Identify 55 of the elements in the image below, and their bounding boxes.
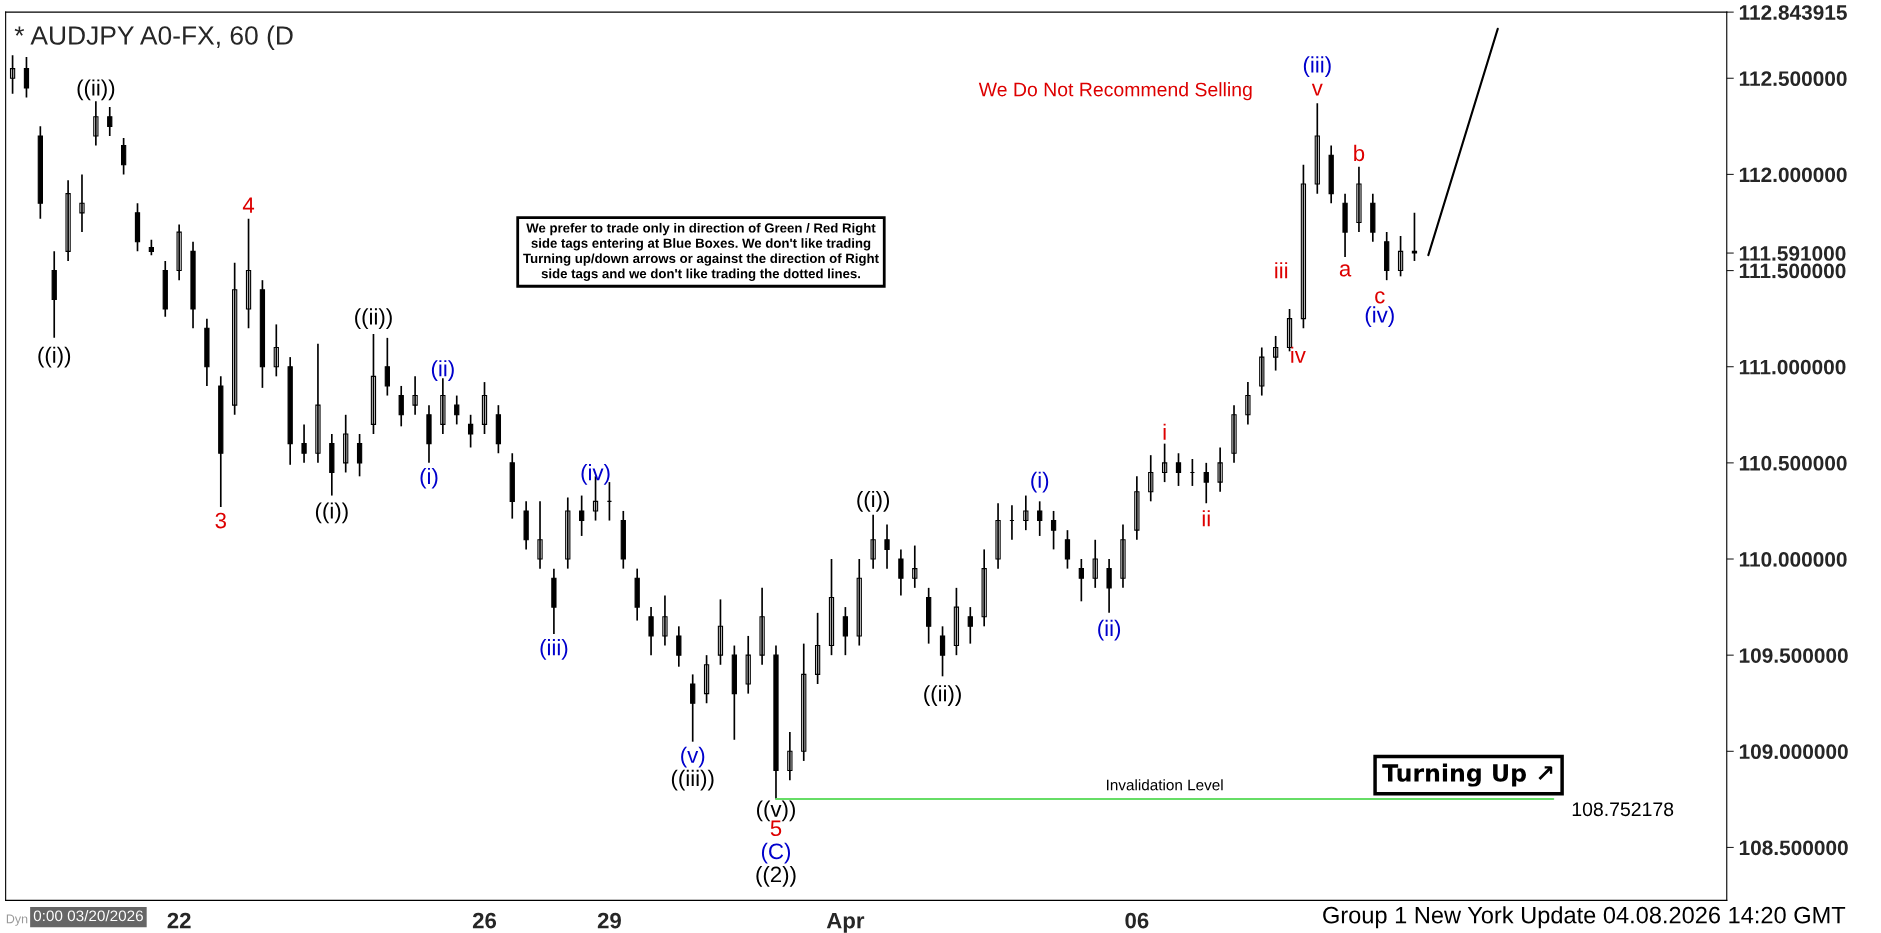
y-tick-label: 111.000000 xyxy=(1739,359,1846,375)
annotation: (i) xyxy=(420,467,438,489)
annotation: Turning Up ↗ xyxy=(1382,763,1553,787)
annotation: ((i)) xyxy=(315,502,348,524)
annotation: (iii) xyxy=(540,639,568,660)
x-tick-label: 06 xyxy=(1125,912,1149,929)
annotation: ((ii)) xyxy=(924,685,961,706)
annotation: ((ii)) xyxy=(355,308,392,329)
y-tick-label: 112.500000 xyxy=(1739,71,1847,87)
annotation: (ii) xyxy=(1098,619,1121,641)
annotation: We prefer to trade only in direction of Green / Red Right side tags entering at Blue Boxes. We don't like trading Turning up/down arrows or against the direction of Right side tags and we don't like trading the dotted lines. xyxy=(523,222,879,281)
annotation: 108.752178 xyxy=(1572,802,1674,817)
y-tick-label: 108.500000 xyxy=(1739,840,1848,856)
y-tick-label: 110.500000 xyxy=(1739,455,1847,471)
annotation: (iv) xyxy=(581,464,610,485)
annotation: (ii) xyxy=(431,360,454,381)
annotation: (i) xyxy=(1031,471,1049,493)
annotation: 4 xyxy=(242,197,255,213)
annotation: c xyxy=(1375,291,1385,304)
annotation: We Do Not Recommend Selling xyxy=(978,82,1252,101)
series-label: Invalidation Level xyxy=(1107,779,1223,791)
annotation: 3 xyxy=(215,512,226,529)
annotation: (iv) xyxy=(1365,306,1394,328)
annotation: ((2)) xyxy=(756,865,796,887)
chart-title: * AUDJPY A0-FX, 60 (D xyxy=(14,25,293,51)
annotation: iv xyxy=(1291,346,1306,363)
y-tick-label: 112.843915 xyxy=(1739,5,1847,20)
annotation: a xyxy=(1339,264,1352,277)
x-tick-label: 29 xyxy=(597,912,621,929)
annotation: ((v)) xyxy=(757,800,795,822)
annotation: 5 xyxy=(770,820,782,837)
annotation: ((i)) xyxy=(38,346,71,368)
annotation: iii xyxy=(1275,262,1288,279)
text: Dyn xyxy=(6,914,28,926)
x-tick-label: 26 xyxy=(472,912,497,929)
annotation: (iii) xyxy=(1303,56,1331,78)
text: 0:00 03/20/2026 xyxy=(33,910,143,922)
y-tick-label: 111.591000 xyxy=(1739,246,1846,261)
annotation: (v) xyxy=(681,746,705,768)
y-tick-label: 109.000000 xyxy=(1739,744,1848,760)
y-tick-label: 111.500000 xyxy=(1739,263,1846,279)
y-tick-label: 110.000000 xyxy=(1739,552,1847,567)
annotation: (C) xyxy=(761,842,791,864)
text: Group 1 New York Update 04.08.2026 14:20 GMT xyxy=(1323,906,1846,929)
y-tick-label: 112.000000 xyxy=(1739,167,1847,183)
annotation: ii xyxy=(1202,510,1210,527)
annotation: b xyxy=(1354,144,1365,162)
annotation: v xyxy=(1311,83,1323,96)
annotation: i xyxy=(1163,423,1166,440)
annotation: ((iii)) xyxy=(671,769,714,791)
annotation: ((i)) xyxy=(857,490,890,512)
y-tick-label: 109.500000 xyxy=(1739,648,1848,663)
x-tick-label: Apr xyxy=(826,912,865,933)
x-tick-label: 22 xyxy=(167,912,191,929)
annotation: ((ii)) xyxy=(77,79,115,101)
